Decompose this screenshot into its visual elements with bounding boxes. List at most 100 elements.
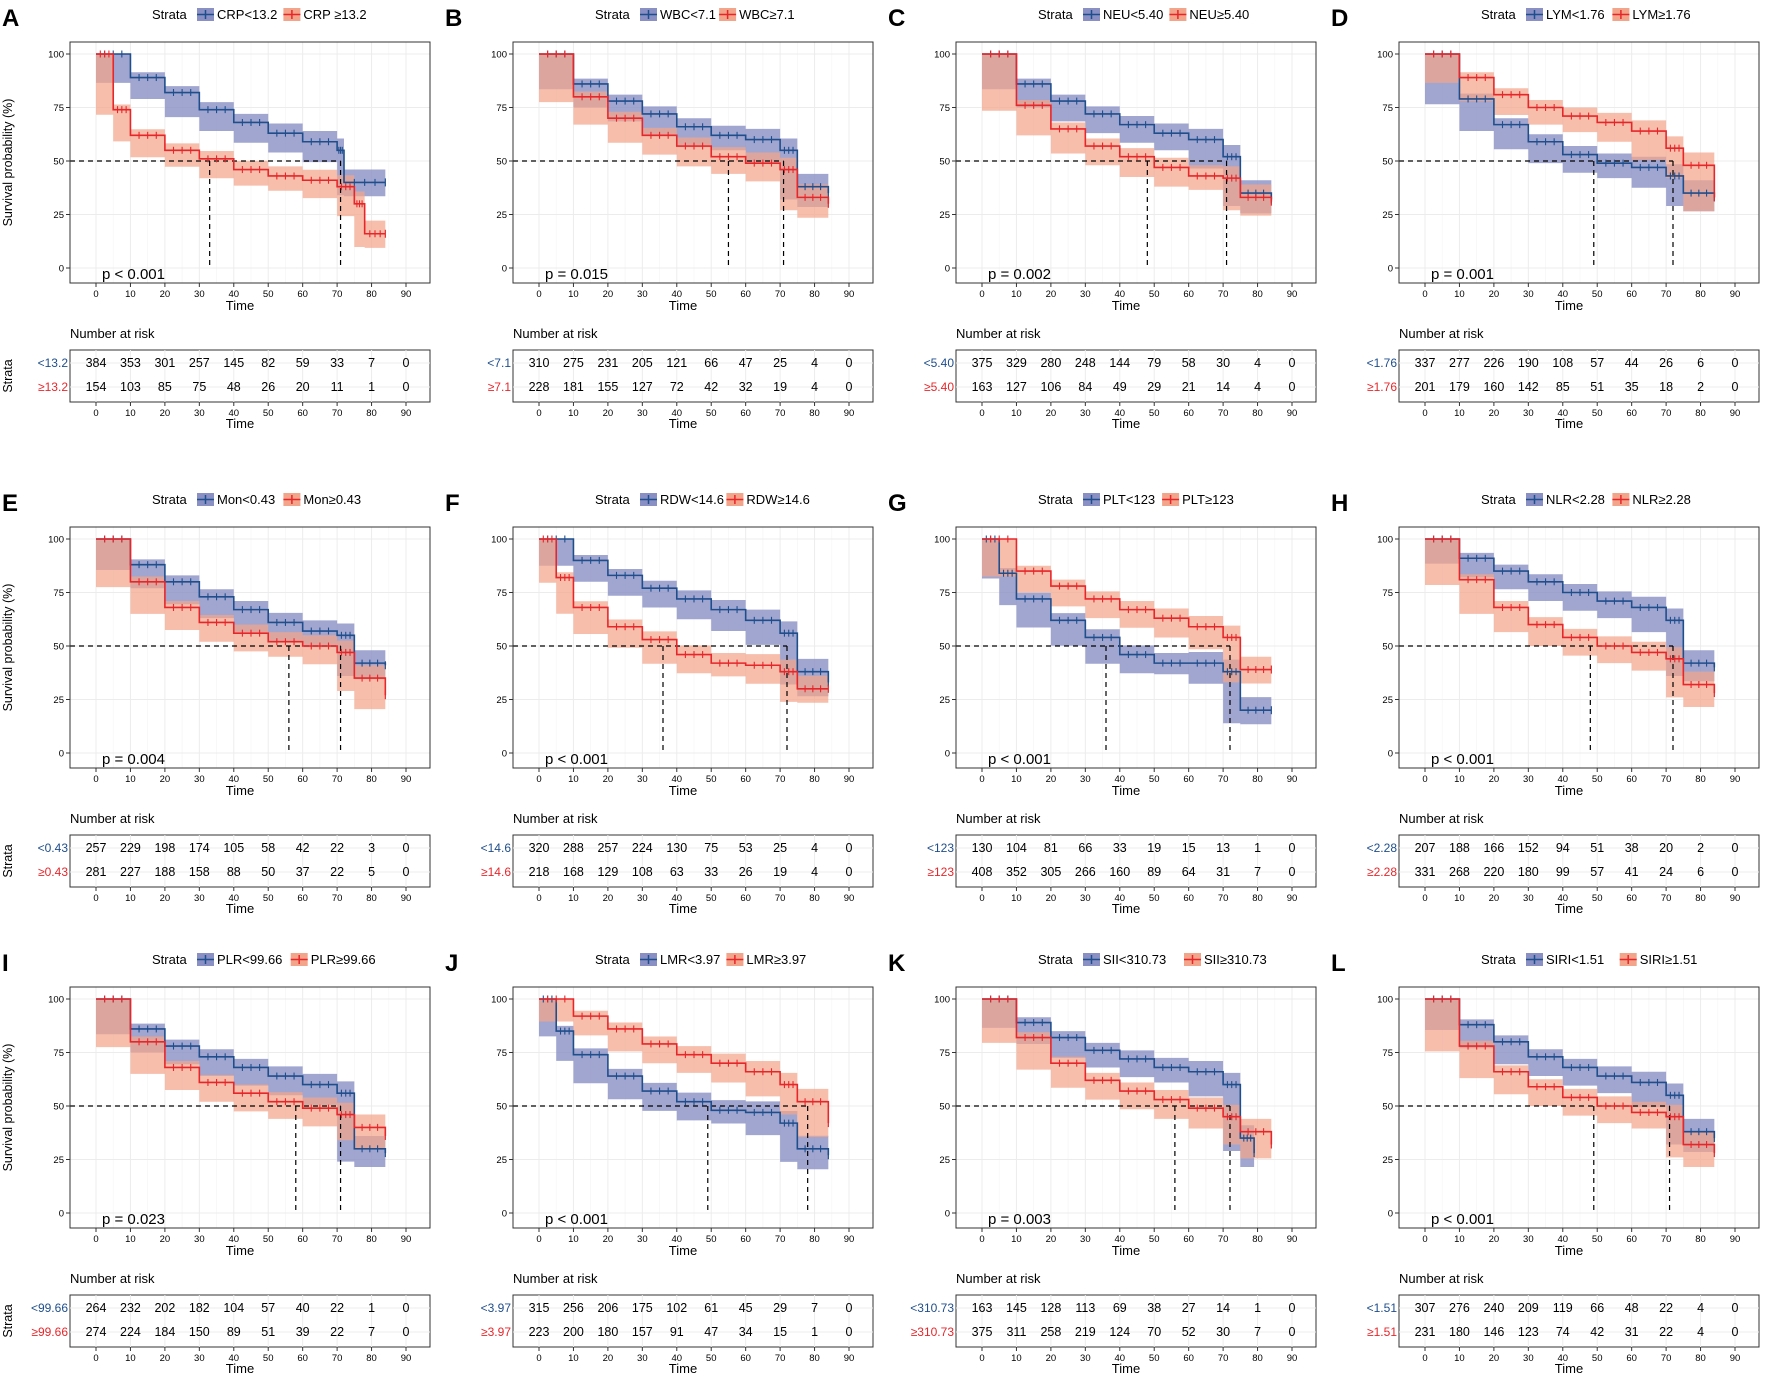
risk-cell: 7 (1254, 865, 1261, 879)
risk-cell: 58 (1182, 356, 1196, 370)
legend-key-low-line (640, 10, 657, 19)
ci-band-low (1425, 54, 1715, 212)
censor-marks-high (547, 50, 829, 208)
risk-cell: 0 (1289, 1301, 1296, 1315)
survival-curve-high (1425, 998, 1716, 1154)
risk-x-tick-label: 50 (263, 893, 274, 904)
risk-y-axis-title: Strata (1, 1304, 15, 1337)
risk-cell: 188 (1449, 841, 1470, 855)
risk-cell: 18 (1659, 380, 1673, 394)
x-axis-title: Time (1112, 783, 1140, 798)
survival-curve-low (96, 538, 387, 666)
risk-x-tick-label: 10 (1454, 408, 1465, 419)
survival-curve-high (96, 998, 387, 1136)
risk-x-tick-label: 50 (1592, 1353, 1603, 1364)
y-tick-label: 100 (934, 535, 950, 546)
x-tick-label: 90 (1287, 1234, 1298, 1245)
legend-low-label: SIRI<1.51 (1546, 952, 1604, 967)
risk-cell: 32 (739, 380, 753, 394)
survival-curve-high (982, 998, 1273, 1145)
risk-cell: 26 (261, 380, 275, 394)
risk-cell: 1 (1254, 841, 1261, 855)
risk-table-title: Number at risk (513, 326, 598, 341)
risk-cell: 266 (1075, 865, 1096, 879)
risk-x-tick-label: 10 (1011, 408, 1022, 419)
risk-x-tick-label: 80 (366, 1353, 377, 1364)
risk-x-axis-title: Time (1112, 1361, 1140, 1376)
risk-row-label-low: <5.40 (924, 356, 955, 370)
y-tick-label: 50 (496, 157, 507, 168)
x-tick-label: 40 (671, 774, 682, 785)
ci-band-low (539, 999, 829, 1170)
risk-x-tick-label: 90 (1287, 893, 1298, 904)
x-tick-label: 50 (706, 289, 717, 300)
legend-title: Strata (595, 952, 630, 967)
risk-x-tick-label: 90 (1287, 408, 1298, 419)
y-axis-title: Survival probability (%) (1, 1044, 15, 1172)
p-value: p = 0.001 (1431, 266, 1494, 283)
risk-cell: 20 (296, 380, 310, 394)
risk-cell: 0 (1732, 1325, 1739, 1339)
risk-cell: 384 (86, 356, 107, 370)
risk-cell: 281 (86, 865, 107, 879)
y-tick-label: 25 (53, 210, 64, 221)
x-tick-label: 10 (1454, 774, 1465, 785)
risk-table-title: Number at risk (1399, 811, 1484, 826)
x-tick-label: 60 (1183, 289, 1194, 300)
risk-x-tick-label: 40 (1557, 408, 1568, 419)
risk-cell: 226 (1483, 356, 1504, 370)
x-tick-label: 40 (671, 289, 682, 300)
risk-cell: 45 (739, 1301, 753, 1315)
ci-band-high (539, 539, 829, 703)
risk-cell: 1 (1254, 1301, 1261, 1315)
risk-x-tick-label: 70 (332, 408, 343, 419)
risk-x-tick-label: 70 (775, 893, 786, 904)
y-tick-label: 75 (496, 588, 507, 599)
risk-cell: 257 (597, 841, 618, 855)
risk-x-tick-label: 80 (809, 1353, 820, 1364)
y-axis-title: Survival probability (%) (1, 584, 15, 712)
x-tick-label: 30 (194, 289, 205, 300)
risk-x-tick-label: 0 (93, 893, 98, 904)
risk-x-tick-label: 50 (1149, 408, 1160, 419)
survival-curve-high (1425, 53, 1716, 198)
x-tick-label: 90 (401, 774, 412, 785)
legend-low-label: CRP<13.2 (217, 7, 277, 22)
x-tick-label: 20 (1489, 289, 1500, 300)
censor-marks-high (990, 50, 1272, 206)
x-tick-label: 10 (1011, 1234, 1022, 1245)
survival-curve-high (982, 53, 1273, 202)
risk-x-tick-label: 80 (1695, 893, 1706, 904)
risk-x-tick-label: 90 (844, 1353, 855, 1364)
risk-cell: 150 (189, 1325, 210, 1339)
risk-row-label-low: <99.66 (31, 1301, 68, 1315)
x-axis-title: Time (1112, 298, 1140, 313)
survival-curve-high (1425, 538, 1716, 694)
legend-low-label: NLR<2.28 (1546, 492, 1605, 507)
risk-x-tick-label: 20 (1046, 893, 1057, 904)
risk-x-tick-label: 0 (93, 1353, 98, 1364)
risk-x-tick-label: 90 (401, 893, 412, 904)
risk-x-tick-label: 80 (366, 408, 377, 419)
risk-cell: 202 (154, 1301, 175, 1315)
risk-cell: 144 (1109, 356, 1130, 370)
legend-high-label: LMR≥3.97 (746, 952, 806, 967)
risk-cell: 21 (1182, 380, 1196, 394)
ci-band-high (539, 54, 829, 218)
risk-cell: 200 (563, 1325, 584, 1339)
ci-band-high (1425, 54, 1715, 212)
risk-cell: 4 (1254, 356, 1261, 370)
risk-cell: 184 (154, 1325, 175, 1339)
x-tick-label: 60 (1183, 774, 1194, 785)
risk-cell: 0 (846, 380, 853, 394)
risk-cell: 224 (120, 1325, 141, 1339)
risk-cell: 53 (739, 841, 753, 855)
risk-cell: 190 (1518, 356, 1539, 370)
legend-key-low-line (640, 955, 657, 964)
legend-key-high-line (726, 955, 744, 964)
risk-x-tick-label: 70 (1661, 893, 1672, 904)
risk-cell: 15 (1182, 841, 1196, 855)
x-tick-label: 30 (637, 289, 648, 300)
y-tick-label: 75 (53, 103, 64, 114)
legend-high-label: PLT≥123 (1182, 492, 1234, 507)
